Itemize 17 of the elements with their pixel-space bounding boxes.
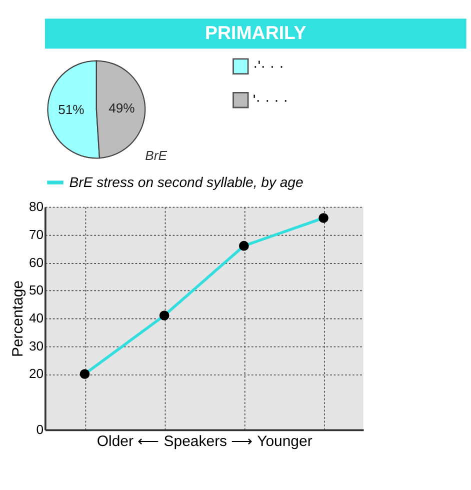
legend-label: ·'· · · xyxy=(252,58,284,76)
y-axis-title: Percentage xyxy=(9,280,26,358)
data-label: 51% xyxy=(58,102,85,117)
y-tick-label: 30 xyxy=(28,338,44,354)
chart-title: PRIMARILY xyxy=(205,22,307,44)
y-tick-label: 0 xyxy=(36,422,44,437)
y-tick-label: 50 xyxy=(28,282,44,298)
text: BrE xyxy=(145,148,168,164)
y-tick-label: 80 xyxy=(28,199,44,214)
legend-label: '· · · · xyxy=(252,92,288,109)
y-tick-label: 20 xyxy=(28,366,44,382)
y-tick-label: 70 xyxy=(28,226,44,242)
legend-label: BrE stress on second syllable, by age xyxy=(69,174,304,190)
y-tick-label: 60 xyxy=(28,254,44,270)
data-label: 49% xyxy=(108,100,136,116)
x-axis-title: Older ⟵ Speakers ⟶ Younger xyxy=(96,433,312,450)
y-tick-label: 40 xyxy=(28,310,44,326)
